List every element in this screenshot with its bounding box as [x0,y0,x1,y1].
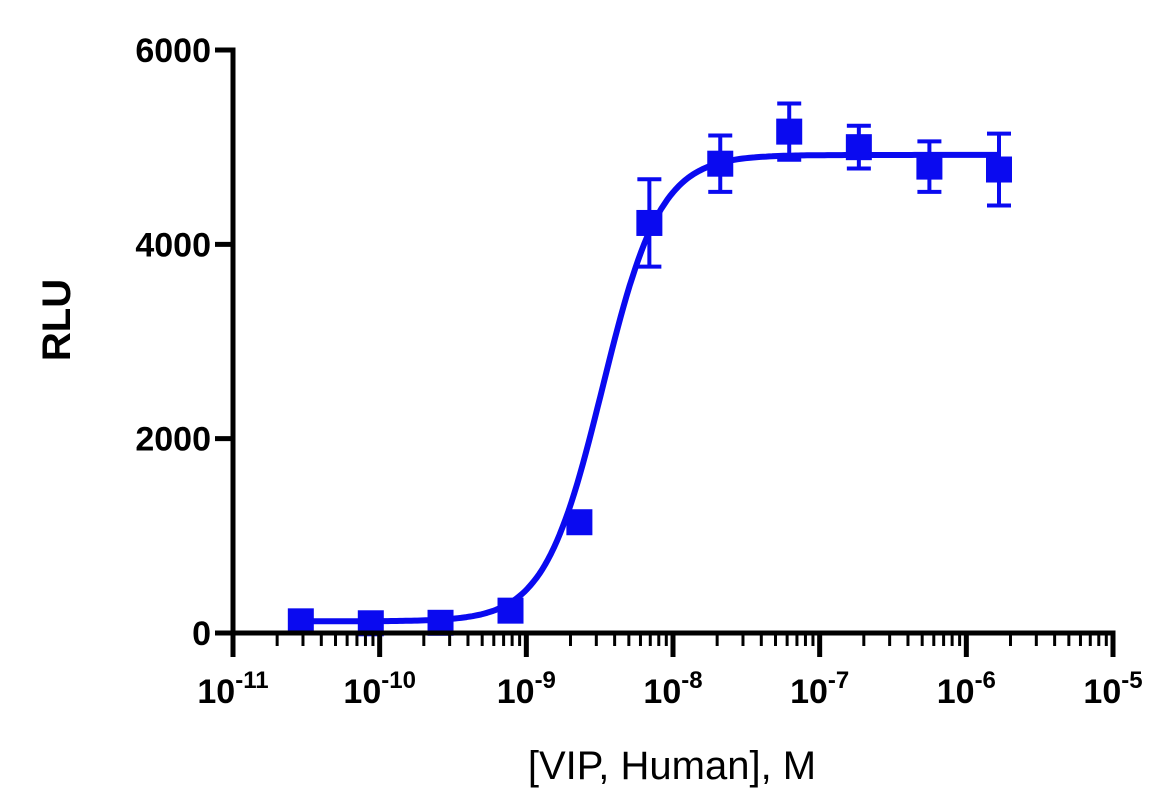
x-axis-label: [VIP, Human], M [528,744,816,788]
x-tick-label: 10-10 [343,667,416,711]
data-point [985,156,1012,183]
data-point [287,608,314,635]
tick-labels: 0 2000 4000 6000 10-11 10-10 10-9 10-8 10-7 10-6 1… [135,32,1142,711]
data-point [497,597,524,624]
y-axis-label: RLU [35,279,79,361]
data-point [916,153,943,180]
data-point [566,509,593,536]
data-point [636,209,663,236]
x-tick-label: 10-8 [643,667,702,711]
error-bars [288,101,1011,630]
data-point [776,118,803,145]
y-tick-label: 6000 [135,32,211,70]
data-point [707,150,734,177]
y-tick-label: 0 [192,615,211,653]
x-tick-label: 10-6 [937,667,996,711]
x-tick-label: 10-11 [197,667,268,711]
axes [215,47,1116,657]
y-tick-label: 4000 [135,226,211,264]
y-tick-label: 2000 [135,421,211,459]
x-tick-label: 10-7 [790,667,849,711]
x-tick-label: 10-9 [497,667,556,711]
data-point [845,134,872,161]
x-tick-label: 10-5 [1083,667,1142,711]
